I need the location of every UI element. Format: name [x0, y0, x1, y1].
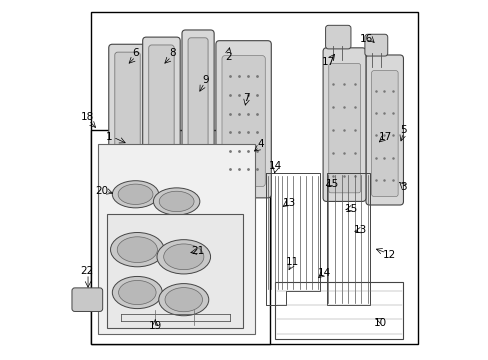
FancyBboxPatch shape [148, 45, 174, 172]
Text: 11: 11 [285, 257, 299, 267]
FancyBboxPatch shape [365, 55, 403, 205]
Ellipse shape [112, 181, 159, 208]
Text: 17: 17 [321, 57, 334, 67]
FancyBboxPatch shape [364, 34, 387, 56]
Ellipse shape [159, 191, 194, 212]
FancyBboxPatch shape [325, 25, 350, 49]
Bar [91, 130, 269, 344]
Text: 4: 4 [257, 139, 264, 149]
Text: 15: 15 [345, 203, 358, 213]
Ellipse shape [118, 184, 153, 204]
Text: 22: 22 [81, 266, 94, 276]
Text: 14: 14 [318, 268, 331, 278]
Text: 20: 20 [95, 186, 108, 196]
Bar [274, 282, 403, 339]
Text: 16: 16 [359, 34, 372, 44]
Bar [98, 144, 255, 334]
Text: 2: 2 [224, 52, 231, 62]
Text: 14: 14 [268, 161, 282, 171]
FancyBboxPatch shape [371, 71, 397, 197]
Ellipse shape [117, 237, 157, 262]
Text: 21: 21 [191, 247, 204, 256]
FancyBboxPatch shape [108, 44, 146, 187]
Text: 3: 3 [399, 182, 406, 192]
Text: 1: 1 [106, 132, 113, 142]
Text: 17: 17 [378, 132, 391, 142]
Ellipse shape [112, 276, 162, 309]
FancyBboxPatch shape [222, 56, 264, 186]
FancyBboxPatch shape [142, 37, 180, 180]
FancyBboxPatch shape [188, 38, 207, 161]
Text: 18: 18 [80, 112, 93, 122]
FancyBboxPatch shape [216, 41, 271, 198]
Text: 5: 5 [399, 125, 406, 135]
Text: 12: 12 [382, 250, 395, 260]
Ellipse shape [153, 188, 200, 215]
FancyBboxPatch shape [72, 288, 102, 311]
Text: 8: 8 [169, 48, 176, 58]
Text: 13: 13 [353, 225, 366, 235]
FancyBboxPatch shape [115, 52, 140, 179]
Text: 13: 13 [282, 198, 295, 208]
Text: 15: 15 [325, 179, 338, 189]
Ellipse shape [118, 280, 156, 305]
FancyBboxPatch shape [323, 48, 365, 202]
Ellipse shape [163, 244, 203, 270]
Ellipse shape [159, 284, 208, 316]
Text: 9: 9 [202, 75, 208, 85]
FancyBboxPatch shape [182, 30, 214, 169]
Ellipse shape [164, 288, 202, 312]
Ellipse shape [157, 240, 210, 274]
Bar [107, 214, 242, 328]
Ellipse shape [110, 233, 164, 267]
Text: 7: 7 [243, 93, 249, 103]
Text: 10: 10 [373, 318, 386, 328]
Text: 6: 6 [132, 48, 139, 58]
Bar [326, 173, 369, 305]
FancyBboxPatch shape [328, 64, 360, 193]
Text: 19: 19 [148, 321, 162, 331]
